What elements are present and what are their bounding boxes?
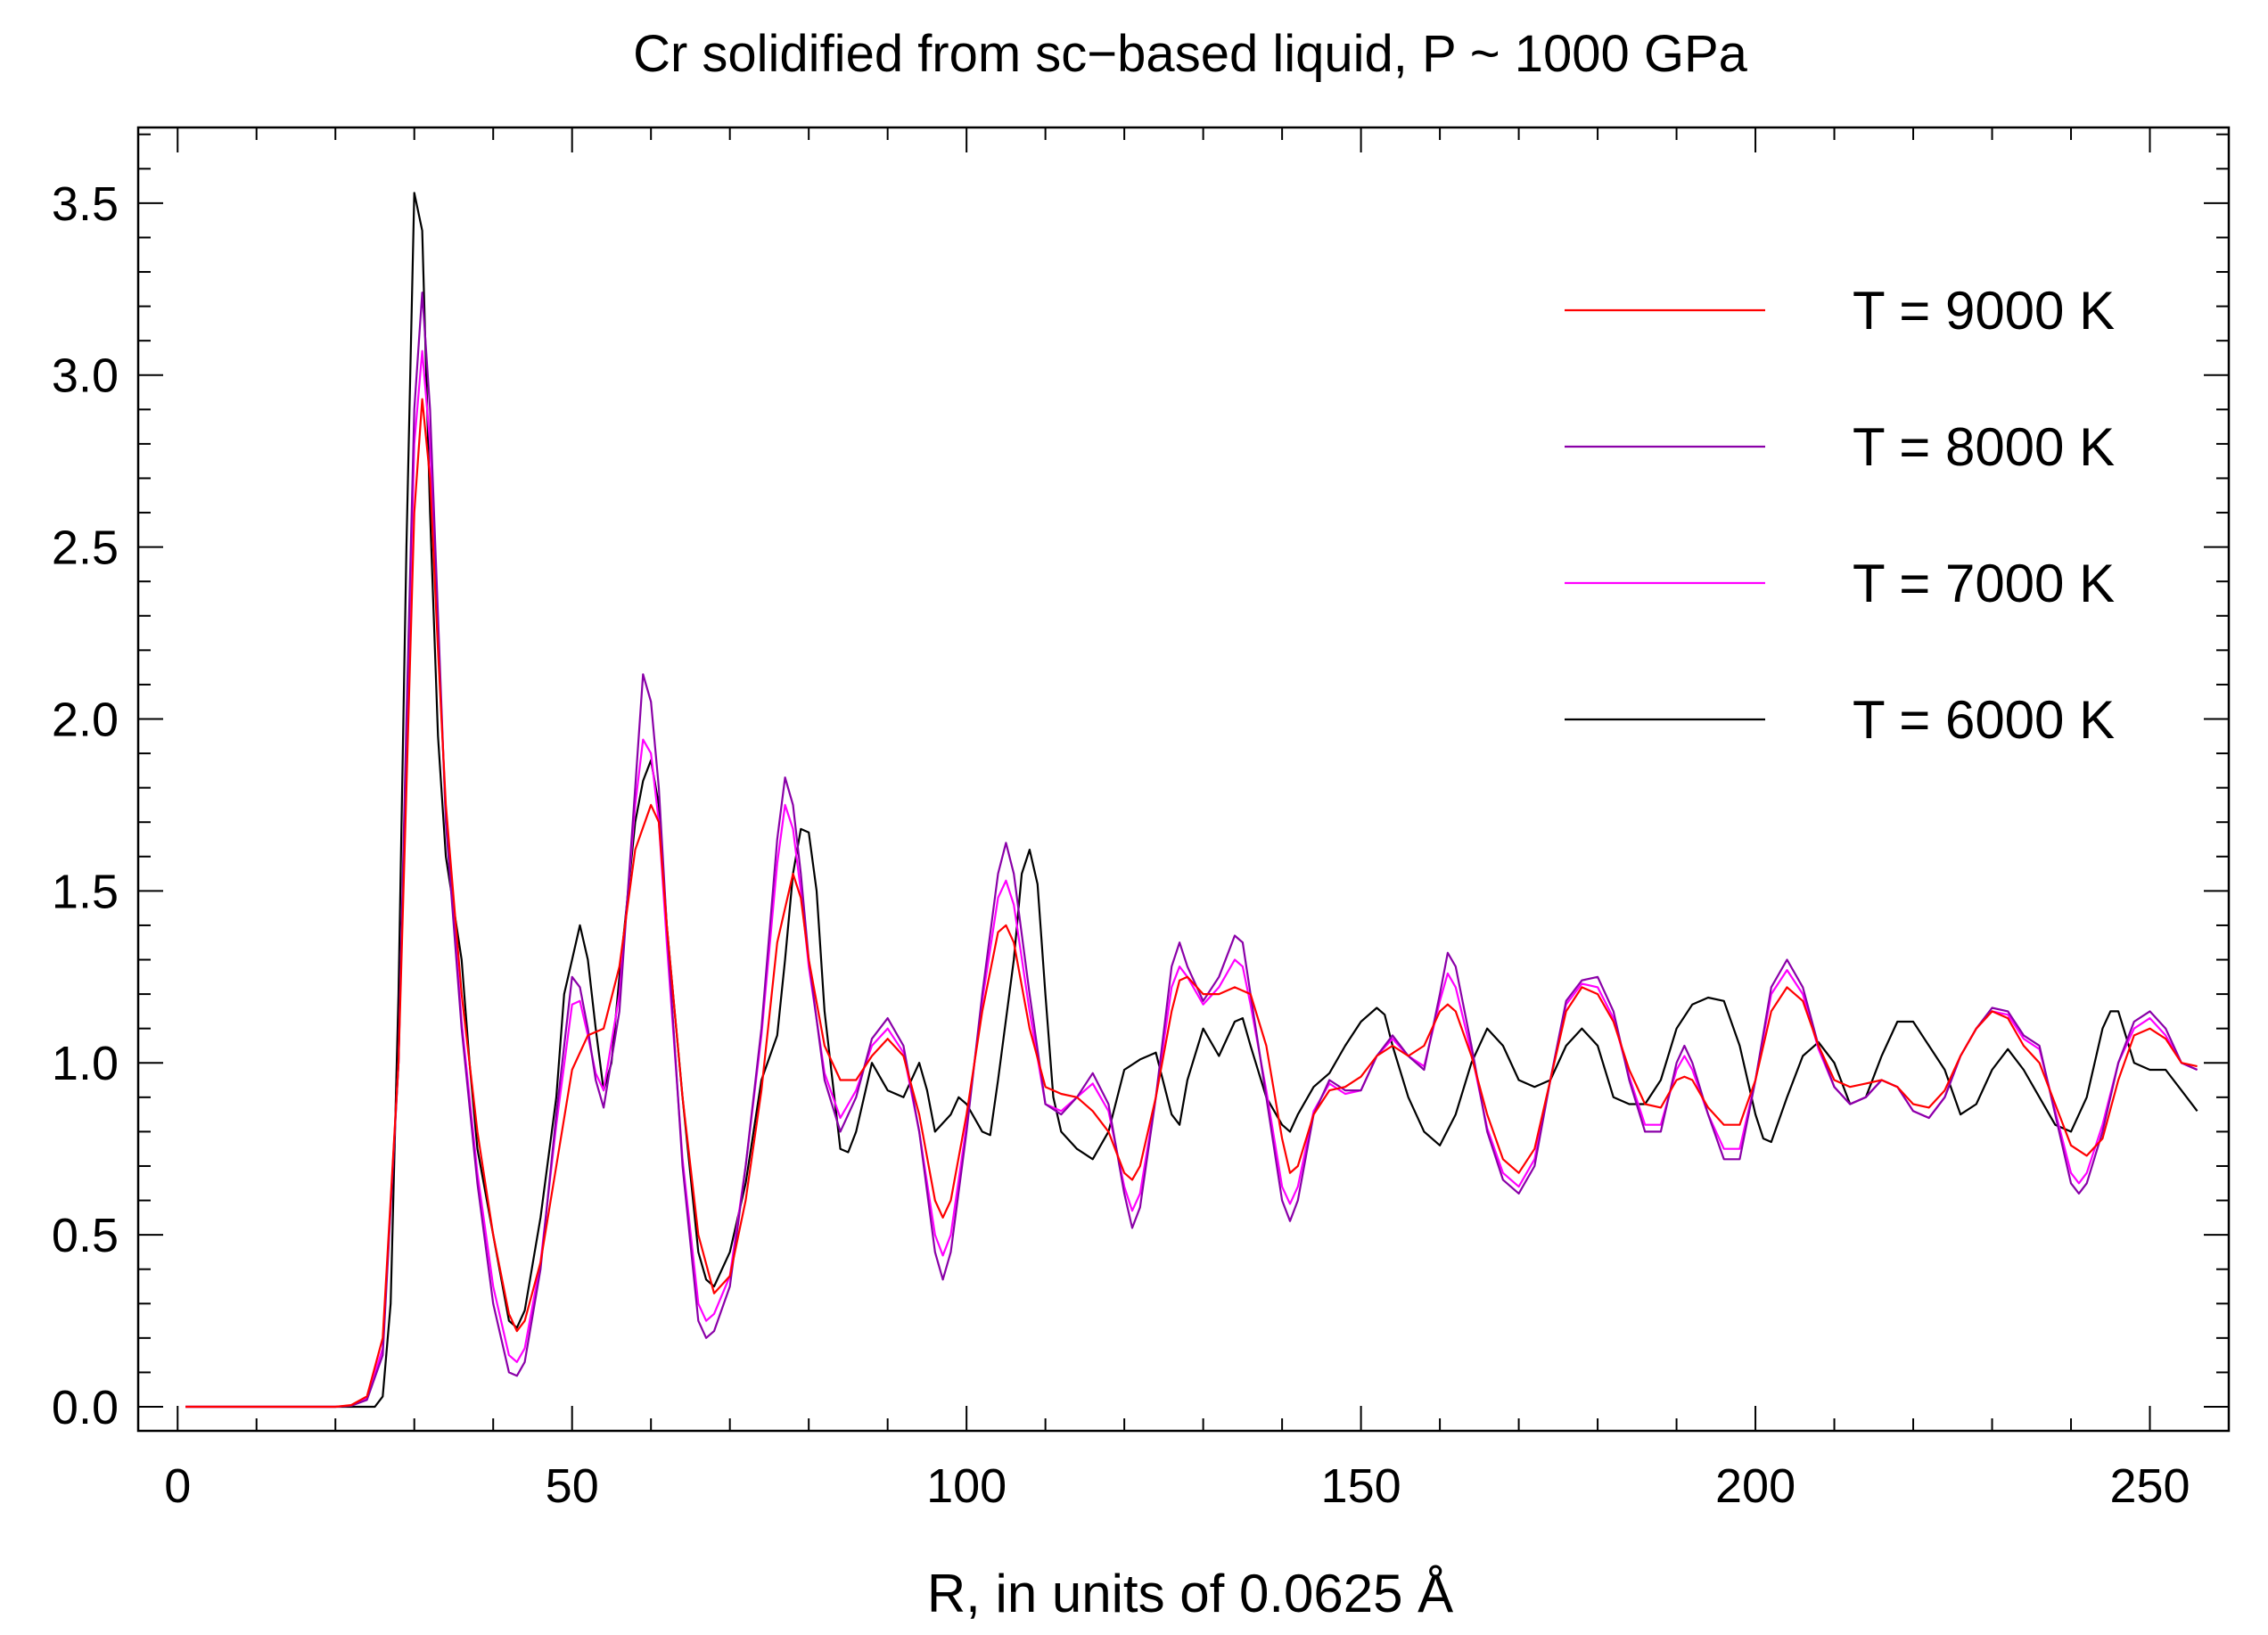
chart-title: Cr solidified from sc−based liquid, P ~ … bbox=[633, 25, 1748, 83]
x-tick-label: 200 bbox=[1715, 1459, 1796, 1513]
legend-label: T = 9000 K bbox=[1853, 281, 2115, 341]
y-tick-label: 3.0 bbox=[52, 349, 119, 403]
legend-label: T = 7000 K bbox=[1853, 554, 2115, 613]
x-axis-label: R, in units of 0.0625 Å bbox=[927, 1564, 1453, 1623]
series-line-6000k bbox=[185, 192, 2198, 1409]
y-tick-label: 2.5 bbox=[52, 522, 119, 575]
y-tick-label: 0.5 bbox=[52, 1209, 119, 1262]
y-tick-label: 3.5 bbox=[52, 177, 119, 231]
x-tick-label: 0 bbox=[164, 1459, 191, 1513]
series-line-8000k bbox=[185, 292, 2198, 1409]
legend: T = 9000 K T = 8000 K T = 7000 K T = 6000 K bbox=[1565, 281, 2115, 750]
x-tick-label: 50 bbox=[546, 1459, 599, 1513]
series-line-9000k bbox=[185, 398, 2198, 1409]
series-lines bbox=[185, 192, 2198, 1409]
legend-label: T = 6000 K bbox=[1853, 690, 2115, 750]
axis-ticks: 0 50 100 150 200 250 0.0 0.5 1.0 1.5 2.0 2.5 3.0 3.5 bbox=[52, 127, 2229, 1513]
y-tick-label: 1.0 bbox=[52, 1037, 119, 1090]
legend-label: T = 8000 K bbox=[1853, 417, 2115, 477]
y-tick-label: 2.0 bbox=[52, 693, 119, 746]
x-tick-label: 250 bbox=[2109, 1459, 2190, 1513]
x-tick-label: 150 bbox=[1321, 1459, 1401, 1513]
x-tick-label: 100 bbox=[926, 1459, 1007, 1513]
plot-area-frame bbox=[136, 126, 2231, 1433]
y-tick-label: 0.0 bbox=[52, 1381, 119, 1434]
y-tick-label: 1.5 bbox=[52, 865, 119, 918]
